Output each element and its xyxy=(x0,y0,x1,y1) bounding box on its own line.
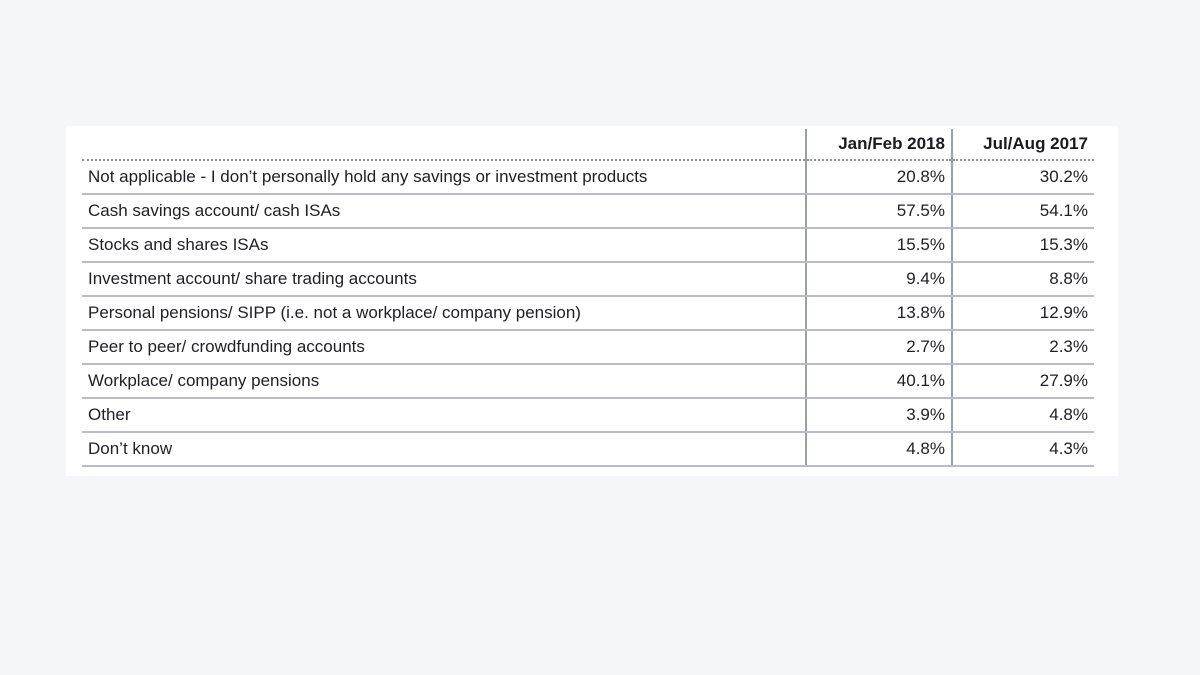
row-label: Personal pensions/ SIPP (i.e. not a work… xyxy=(82,296,806,331)
row-label: Workplace/ company pensions xyxy=(82,364,806,399)
value-jul-aug-2017: 4.3% xyxy=(951,432,1094,467)
row-label: Not applicable - I don’t personally hold… xyxy=(82,160,806,195)
value-jan-feb-2018: 4.8% xyxy=(805,432,952,467)
savings-products-table: Jan/Feb 2018 Jul/Aug 2017 Not applicable… xyxy=(82,129,1094,467)
value-jan-feb-2018: 40.1% xyxy=(805,364,952,399)
value-jul-aug-2017: 8.8% xyxy=(951,262,1094,297)
value-jul-aug-2017: 4.8% xyxy=(951,398,1094,433)
value-jan-feb-2018: 20.8% xyxy=(805,160,952,195)
table-row: Not applicable - I don’t personally hold… xyxy=(82,160,1094,195)
table-header-row: Jan/Feb 2018 Jul/Aug 2017 xyxy=(82,129,1094,161)
table-row: Personal pensions/ SIPP (i.e. not a work… xyxy=(82,296,1094,331)
row-label: Stocks and shares ISAs xyxy=(82,228,806,263)
table-row: Stocks and shares ISAs 15.5% 15.3% xyxy=(82,228,1094,263)
value-jan-feb-2018: 3.9% xyxy=(805,398,952,433)
value-jan-feb-2018: 15.5% xyxy=(805,228,952,263)
value-jan-feb-2018: 57.5% xyxy=(805,194,952,229)
value-jan-feb-2018: 13.8% xyxy=(805,296,952,331)
column-header-label xyxy=(82,129,806,161)
column-header-jul-aug-2017: Jul/Aug 2017 xyxy=(951,129,1094,161)
value-jul-aug-2017: 30.2% xyxy=(951,160,1094,195)
row-label: Cash savings account/ cash ISAs xyxy=(82,194,806,229)
table-row: Peer to peer/ crowdfunding accounts 2.7%… xyxy=(82,330,1094,365)
column-header-jan-feb-2018: Jan/Feb 2018 xyxy=(805,129,952,161)
value-jan-feb-2018: 9.4% xyxy=(805,262,952,297)
row-label: Peer to peer/ crowdfunding accounts xyxy=(82,330,806,365)
row-label: Other xyxy=(82,398,806,433)
table-row: Cash savings account/ cash ISAs 57.5% 54… xyxy=(82,194,1094,229)
value-jul-aug-2017: 15.3% xyxy=(951,228,1094,263)
table-row: Workplace/ company pensions 40.1% 27.9% xyxy=(82,364,1094,399)
table-row: Don’t know 4.8% 4.3% xyxy=(82,432,1094,467)
value-jul-aug-2017: 54.1% xyxy=(951,194,1094,229)
value-jul-aug-2017: 12.9% xyxy=(951,296,1094,331)
value-jul-aug-2017: 27.9% xyxy=(951,364,1094,399)
table-card: Jan/Feb 2018 Jul/Aug 2017 Not applicable… xyxy=(66,126,1118,476)
table-row: Other 3.9% 4.8% xyxy=(82,398,1094,433)
value-jan-feb-2018: 2.7% xyxy=(805,330,952,365)
table-row: Investment account/ share trading accoun… xyxy=(82,262,1094,297)
value-jul-aug-2017: 2.3% xyxy=(951,330,1094,365)
row-label: Don’t know xyxy=(82,432,806,467)
row-label: Investment account/ share trading accoun… xyxy=(82,262,806,297)
